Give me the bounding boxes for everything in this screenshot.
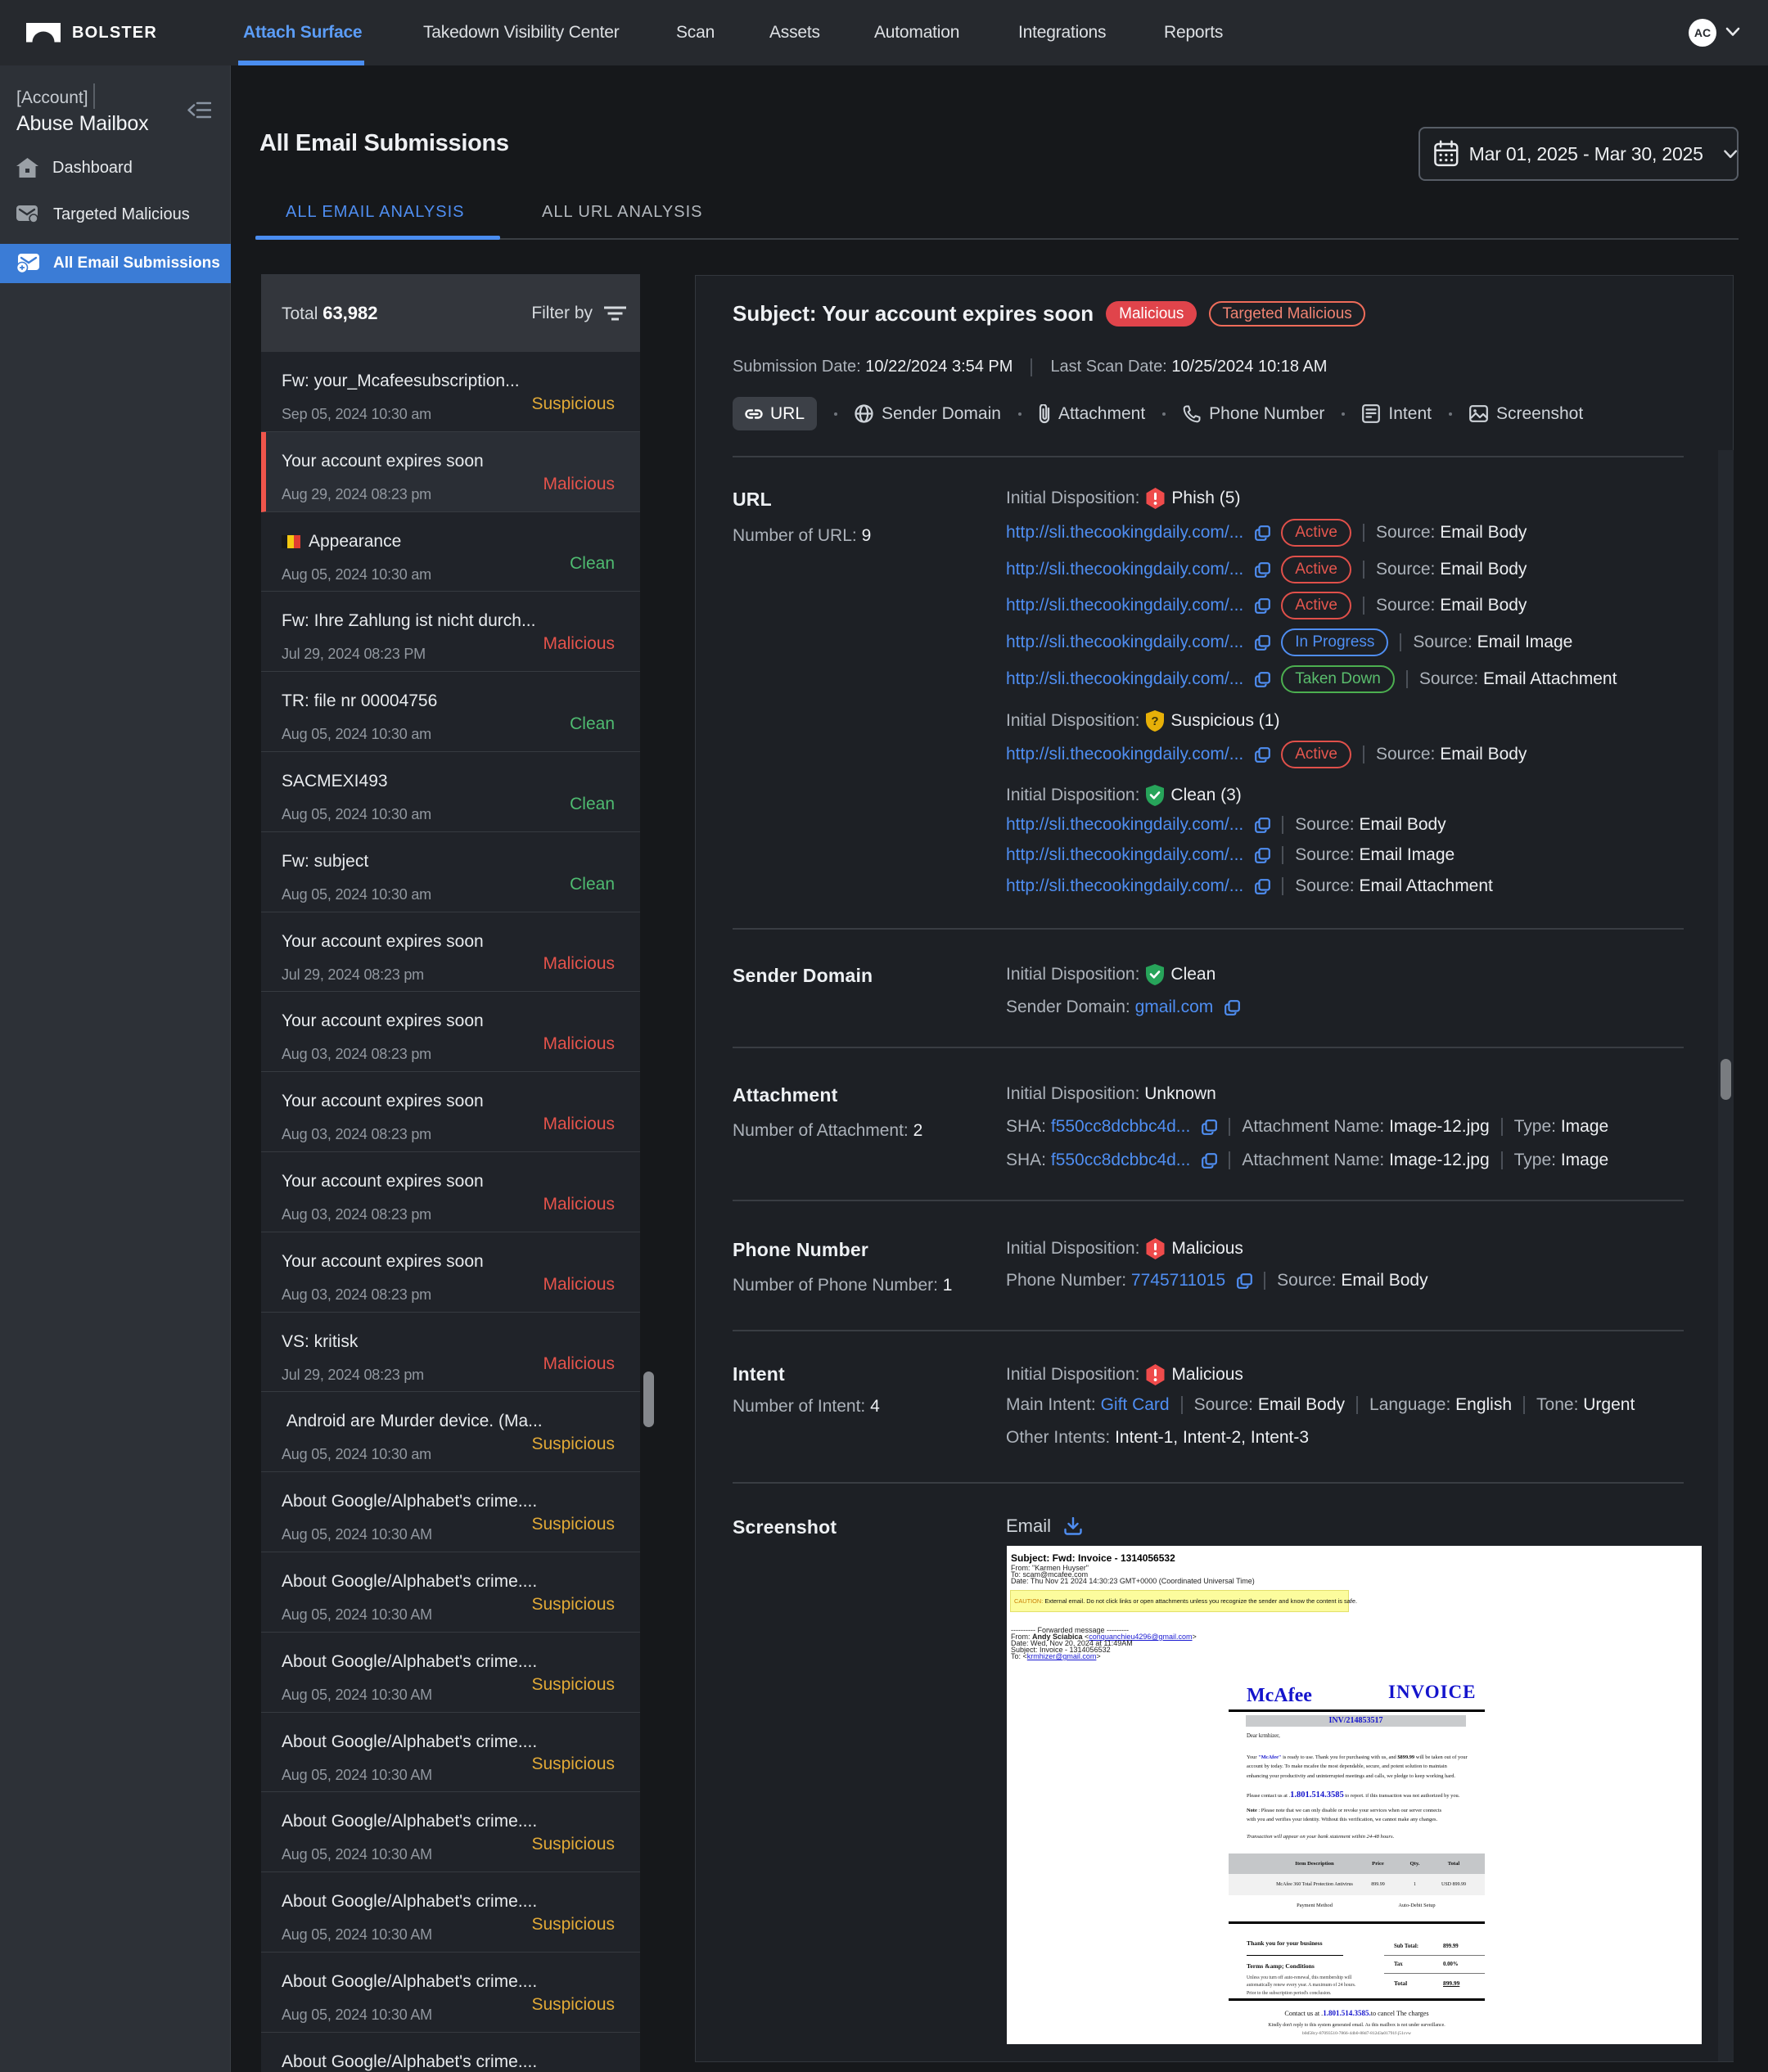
svg-text:?: ? bbox=[1152, 714, 1159, 728]
